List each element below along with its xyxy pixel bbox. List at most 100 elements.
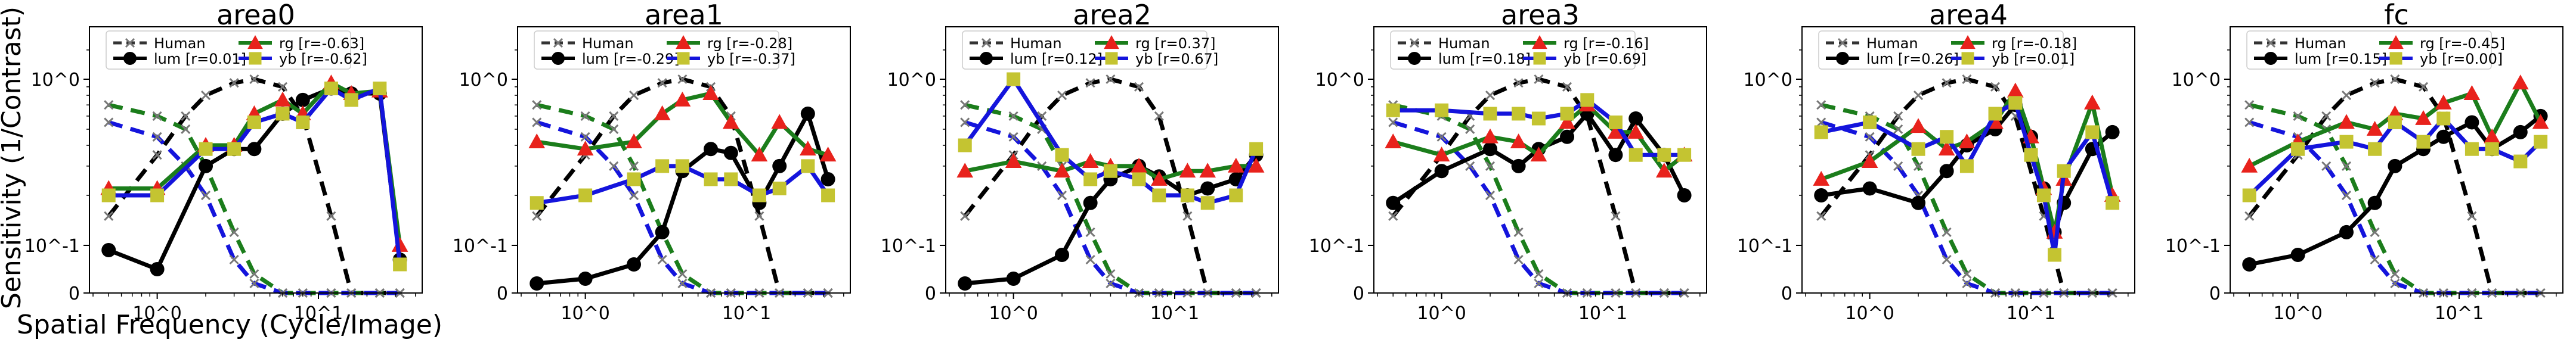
human-marker — [1962, 74, 1972, 85]
data-point — [2388, 115, 2402, 129]
x-axis-label: Spatial Frequency (Cycle/Image) — [17, 310, 442, 340]
data-point — [1608, 115, 1623, 129]
human-marker — [2244, 100, 2255, 110]
legend-label: lum [r=0.15] — [2295, 51, 2387, 67]
human-marker — [249, 269, 259, 279]
data-point — [702, 85, 719, 100]
legend-marker — [247, 35, 263, 49]
data-point — [2513, 154, 2528, 169]
data-point — [150, 262, 165, 276]
data-point — [1132, 172, 1146, 186]
data-point — [1814, 188, 1829, 203]
data-point — [1580, 93, 1594, 107]
legend-marker — [1409, 38, 1420, 48]
data-point — [627, 172, 641, 186]
human-series — [532, 74, 833, 298]
legend-entry: Human — [1398, 35, 1490, 52]
legend-entry: lum [r=0.15] — [2254, 51, 2387, 67]
legend-marker — [2265, 38, 2276, 48]
human-line — [2249, 102, 2541, 295]
data-point — [2513, 124, 2528, 139]
human-marker — [1816, 100, 1826, 110]
human-series — [532, 117, 833, 298]
human-marker — [2370, 227, 2380, 237]
legend-label: Human — [154, 35, 206, 52]
data-point — [724, 172, 738, 186]
x-tick-label: 10^1 — [2435, 303, 2484, 324]
legend-label: yb [r=0.00] — [2420, 51, 2503, 67]
legend-entry: Human — [2254, 35, 2346, 52]
human-marker — [229, 227, 239, 237]
human-marker — [181, 124, 191, 135]
legend-label: rg [r=-0.45] — [2420, 35, 2505, 52]
human-marker — [580, 111, 590, 121]
y-tick-label: 10^-1 — [1737, 236, 1792, 257]
data-point — [2366, 120, 2383, 136]
x-tick-label: 10^1 — [294, 303, 343, 324]
chart-title: area0 — [216, 0, 295, 31]
data-point — [2338, 114, 2355, 129]
legend-box — [534, 30, 779, 70]
human-marker — [1106, 278, 1116, 289]
legend-marker — [552, 52, 565, 65]
series-lum — [2242, 108, 2548, 272]
legend-label: rg [r=-0.18] — [1992, 35, 2077, 52]
human-marker — [326, 211, 336, 221]
data-point — [2290, 248, 2305, 262]
human-marker — [1154, 111, 1164, 121]
data-point — [528, 133, 546, 149]
data-point — [1386, 103, 1400, 117]
human-marker — [532, 100, 542, 110]
data-point — [626, 133, 642, 149]
legend-entry: lum [r=0.18] — [1398, 51, 1531, 67]
legend-marker — [677, 52, 690, 65]
data-point — [2008, 96, 2023, 110]
human-marker — [1485, 190, 1496, 201]
data-point — [704, 172, 718, 186]
data-point — [1199, 163, 1216, 178]
data-point — [578, 188, 593, 202]
data-point — [1385, 133, 1402, 149]
data-point — [578, 272, 593, 286]
data-point — [1628, 111, 1643, 126]
human-marker — [580, 132, 590, 142]
data-point — [393, 257, 407, 272]
data-point — [1814, 125, 1828, 139]
data-point — [2007, 82, 2024, 98]
data-point — [2291, 142, 2305, 156]
axes-frame — [1801, 26, 2135, 294]
human-marker — [2390, 269, 2400, 279]
data-point — [1813, 170, 1830, 186]
human-marker — [229, 78, 239, 88]
legend-marker — [1836, 52, 1849, 65]
data-point — [1958, 133, 1976, 149]
legend-label: Human — [1438, 35, 1490, 52]
data-point — [1940, 130, 1954, 144]
legend-label: rg [r=-0.28] — [707, 35, 792, 52]
human-series — [2244, 100, 2546, 298]
legend-marker — [981, 38, 992, 48]
data-point — [655, 159, 670, 173]
data-point — [1483, 107, 1497, 121]
data-point — [1150, 170, 1168, 186]
legend-marker — [123, 52, 137, 65]
data-point — [1083, 195, 1098, 210]
legend-marker — [1960, 35, 1976, 49]
human-marker — [1913, 90, 1924, 101]
data-point — [530, 276, 544, 291]
human-marker — [532, 117, 542, 127]
human-marker — [2321, 111, 2332, 121]
x-tick-label: 10^1 — [1150, 303, 1199, 324]
data-point — [772, 158, 787, 173]
legend-label: rg [r=0.37] — [1135, 35, 1215, 52]
human-marker — [104, 211, 114, 221]
data-point — [2484, 128, 2501, 144]
human-marker — [628, 90, 639, 101]
data-point — [1559, 114, 1575, 129]
x-tick-label: 10^0 — [2273, 303, 2322, 324]
